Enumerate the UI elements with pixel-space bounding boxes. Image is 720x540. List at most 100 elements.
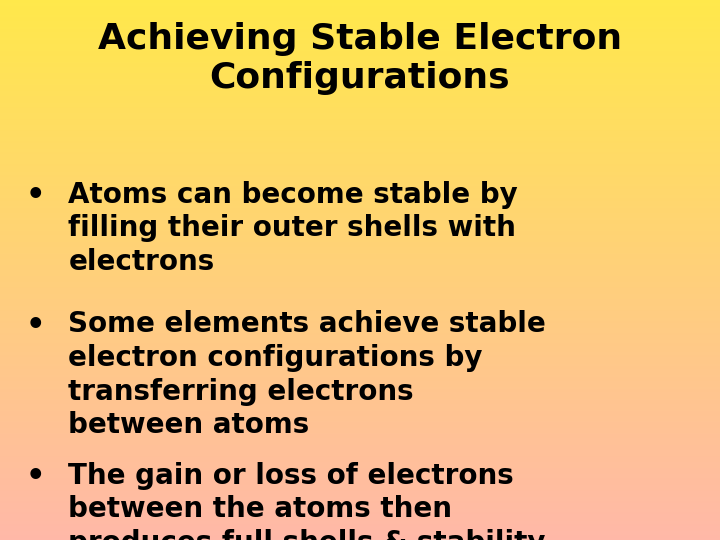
Bar (0, 41, 720, 42)
Bar (0, 79, 720, 80)
Bar (0, 494, 720, 495)
Bar (0, 409, 720, 410)
Bar (0, 153, 720, 154)
Bar (0, 143, 720, 144)
Bar (0, 125, 720, 126)
Bar (0, 432, 720, 433)
Bar (0, 427, 720, 428)
Bar (0, 464, 720, 465)
Bar (0, 450, 720, 451)
Bar (0, 329, 720, 330)
Bar (0, 6, 720, 8)
Bar (0, 249, 720, 251)
Bar (0, 515, 720, 516)
Bar (0, 283, 720, 284)
Bar (0, 98, 720, 99)
Bar (0, 497, 720, 498)
Bar (0, 445, 720, 446)
Bar (0, 354, 720, 355)
Bar (0, 377, 720, 378)
Bar (0, 469, 720, 470)
Bar (0, 124, 720, 125)
Bar (0, 227, 720, 228)
Bar (0, 214, 720, 215)
Bar (0, 266, 720, 267)
Bar (0, 274, 720, 275)
Bar (0, 431, 720, 432)
Bar (0, 465, 720, 467)
Bar (0, 44, 720, 45)
Bar (0, 192, 720, 193)
Bar (0, 256, 720, 257)
Bar (0, 505, 720, 507)
Bar (0, 14, 720, 15)
Bar (0, 202, 720, 203)
Bar (0, 57, 720, 58)
Text: The gain or loss of electrons
between the atoms then
produces full shells & stab: The gain or loss of electrons between th… (68, 462, 546, 540)
Bar (0, 218, 720, 219)
Bar (0, 403, 720, 404)
Bar (0, 116, 720, 117)
Bar (0, 309, 720, 310)
Bar (0, 350, 720, 351)
Bar (0, 356, 720, 357)
Bar (0, 337, 720, 338)
Bar (0, 399, 720, 400)
Bar (0, 511, 720, 512)
Bar (0, 201, 720, 202)
Bar (0, 242, 720, 243)
Bar (0, 539, 720, 540)
Bar (0, 463, 720, 464)
Bar (0, 106, 720, 107)
Bar (0, 416, 720, 417)
Bar (0, 406, 720, 407)
Bar (0, 343, 720, 345)
Bar (0, 286, 720, 287)
Bar (0, 104, 720, 105)
Bar (0, 260, 720, 261)
Bar (0, 339, 720, 340)
Bar (0, 239, 720, 240)
Bar (0, 232, 720, 233)
Bar (0, 193, 720, 194)
Bar (0, 226, 720, 227)
Bar (0, 367, 720, 368)
Bar (0, 536, 720, 537)
Bar (0, 529, 720, 530)
Bar (0, 195, 720, 197)
Bar (0, 336, 720, 337)
Bar (0, 490, 720, 491)
Bar (0, 39, 720, 40)
Bar (0, 248, 720, 249)
Bar (0, 393, 720, 394)
Bar (0, 145, 720, 146)
Bar (0, 487, 720, 488)
Bar (0, 228, 720, 229)
Bar (0, 103, 720, 104)
Bar (0, 534, 720, 535)
Bar (0, 23, 720, 24)
Bar (0, 500, 720, 501)
Bar (0, 380, 720, 381)
Bar (0, 206, 720, 207)
Bar (0, 164, 720, 165)
Bar (0, 437, 720, 438)
Bar (0, 119, 720, 120)
Bar (0, 238, 720, 239)
Bar (0, 137, 720, 138)
Bar (0, 179, 720, 180)
Bar (0, 37, 720, 38)
Bar (0, 428, 720, 429)
Bar (0, 330, 720, 332)
Bar (0, 333, 720, 334)
Bar (0, 436, 720, 437)
Bar (0, 338, 720, 339)
Bar (0, 480, 720, 481)
Bar (0, 90, 720, 91)
Bar (0, 31, 720, 32)
Bar (0, 355, 720, 356)
Bar (0, 314, 720, 315)
Bar (0, 297, 720, 298)
Bar (0, 157, 720, 158)
Bar (0, 319, 720, 320)
